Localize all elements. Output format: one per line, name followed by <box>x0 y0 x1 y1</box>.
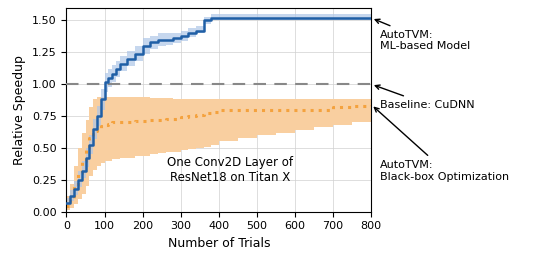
Text: One Conv2D Layer of
ResNet18 on Titan X: One Conv2D Layer of ResNet18 on Titan X <box>167 156 293 183</box>
X-axis label: Number of Trials: Number of Trials <box>167 237 270 250</box>
Text: AutoTVM:
ML-based Model: AutoTVM: ML-based Model <box>375 19 470 51</box>
Text: AutoTVM:
Black-box Optimization: AutoTVM: Black-box Optimization <box>375 107 510 182</box>
Y-axis label: Relative Speedup: Relative Speedup <box>13 55 27 165</box>
Text: Baseline: CuDNN: Baseline: CuDNN <box>375 85 475 110</box>
